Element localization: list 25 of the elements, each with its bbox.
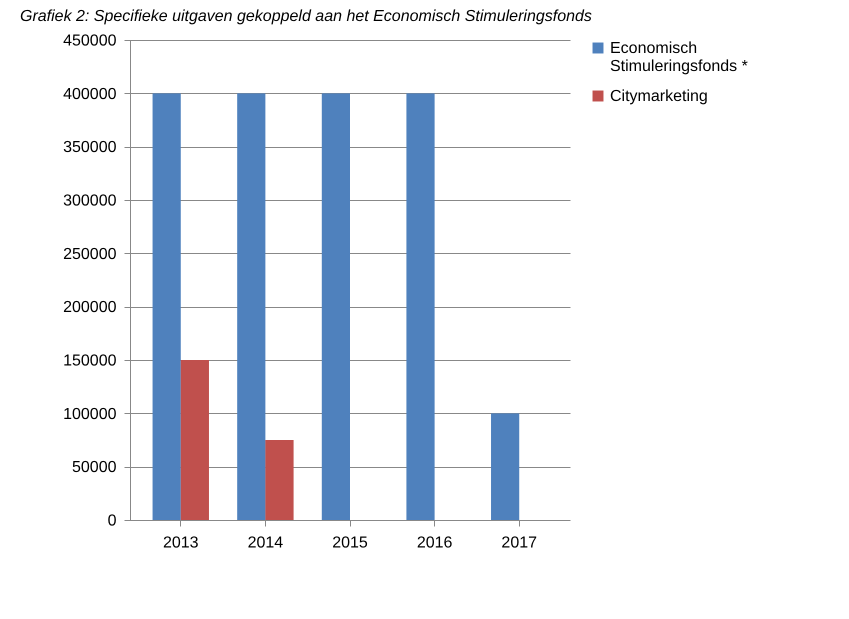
legend-label: Citymarketing	[610, 88, 708, 105]
x-tick-label: 2016	[416, 534, 453, 552]
y-tick-label: 400000	[63, 86, 117, 103]
bar	[406, 93, 435, 520]
bar	[180, 360, 209, 520]
bar	[491, 413, 520, 520]
y-tick-label: 0	[108, 512, 117, 530]
y-tick-label: 300000	[63, 192, 117, 210]
y-tick-label: 50000	[72, 459, 117, 476]
y-tick-label: 450000	[63, 32, 117, 50]
chart-title: Grafiek 2: Specifieke uitgaven gekoppeld aan het Economisch Stimuleringsfonds	[20, 8, 592, 25]
x-tick-label: 2014	[248, 534, 284, 552]
y-tick-label: 350000	[63, 139, 117, 156]
y-tick-label: 200000	[63, 299, 117, 316]
x-tick-label: 2015	[332, 534, 368, 552]
bar	[237, 93, 266, 520]
y-tick-label: 150000	[63, 352, 117, 370]
x-tick-label: 2017	[501, 534, 538, 552]
bar	[322, 93, 350, 520]
y-tick-label: 250000	[63, 246, 117, 263]
legend-label: Economisch Stimuleringsfonds *	[610, 40, 748, 75]
y-tick-label: 100000	[63, 406, 117, 423]
bar	[265, 440, 294, 520]
x-tick-label: 2013	[162, 534, 199, 552]
bar	[152, 93, 181, 520]
